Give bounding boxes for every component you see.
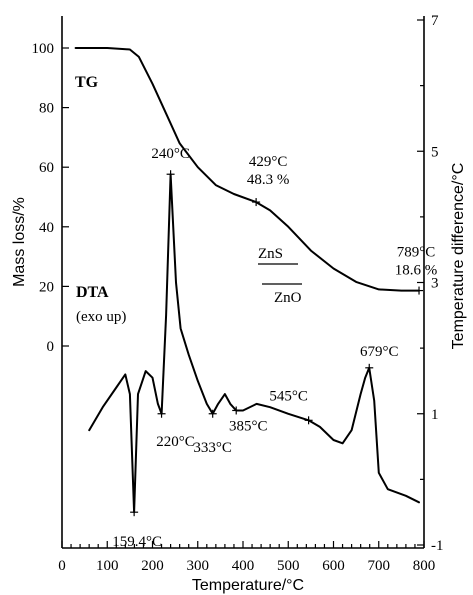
y-left-tick-label: 100	[32, 41, 55, 57]
phase-label-zno: ZnO	[274, 290, 302, 306]
x-tick-label: 200	[141, 558, 164, 574]
x-tick-label: 500	[277, 558, 300, 574]
y-left-tick-label: 60	[39, 160, 54, 176]
x-tick-label: 400	[232, 558, 255, 574]
tg-curve	[74, 47, 420, 292]
annotation-label: 789°C	[397, 245, 436, 261]
x-tick-label: 100	[96, 558, 119, 574]
annotation-label: 48.3 %	[247, 172, 290, 188]
annotation-label: 333°C	[193, 440, 232, 456]
y-left-tick-label: 20	[39, 279, 54, 295]
phase-label-zns: ZnS	[258, 246, 283, 262]
ticks: 0 100 200 300 400 500 600 700 800 0 20 40 60 80 100 -1 1…	[32, 13, 444, 574]
dta-exo-up-label: (exo up)	[76, 309, 126, 325]
dta-curve-label: DTA	[76, 284, 109, 301]
annotation-label: 679°C	[360, 344, 399, 360]
y-left-tick-label: 40	[39, 220, 54, 236]
x-tick-label: 0	[58, 558, 66, 574]
y-left-tick-label: 80	[39, 101, 54, 117]
y-left-axis-title: Mass loss/%	[11, 197, 28, 287]
annotation-label: 240°C	[151, 146, 190, 162]
y-right-tick-label: -1	[431, 538, 444, 554]
y-right-tick-label: 7	[431, 13, 439, 29]
y-right-tick-label: 5	[431, 144, 439, 160]
annotation-label: 385°C	[229, 418, 268, 434]
x-tick-label: 700	[368, 558, 391, 574]
curves	[74, 47, 420, 514]
annotation-label: 545°C	[269, 388, 308, 404]
dta-curve	[88, 173, 420, 514]
annotation-label: 159.4°C	[112, 534, 162, 550]
annotation-label: 220°C	[156, 434, 195, 450]
y-right-tick-label: 3	[431, 276, 439, 292]
y-left-tick-label: 0	[47, 339, 55, 355]
x-tick-label: 600	[322, 558, 345, 574]
annotation-label: 18.6 %	[395, 263, 438, 279]
x-tick-label: 300	[187, 558, 210, 574]
tg-curve-label: TG	[75, 74, 99, 91]
y-right-axis-title: Temperature difference/°C	[450, 163, 467, 350]
x-tick-label: 800	[413, 558, 436, 574]
annotation-label: 429°C	[249, 154, 288, 170]
axes	[61, 16, 425, 549]
y-right-tick-label: 1	[431, 407, 439, 423]
x-axis-title: Temperature/°C	[192, 577, 304, 594]
